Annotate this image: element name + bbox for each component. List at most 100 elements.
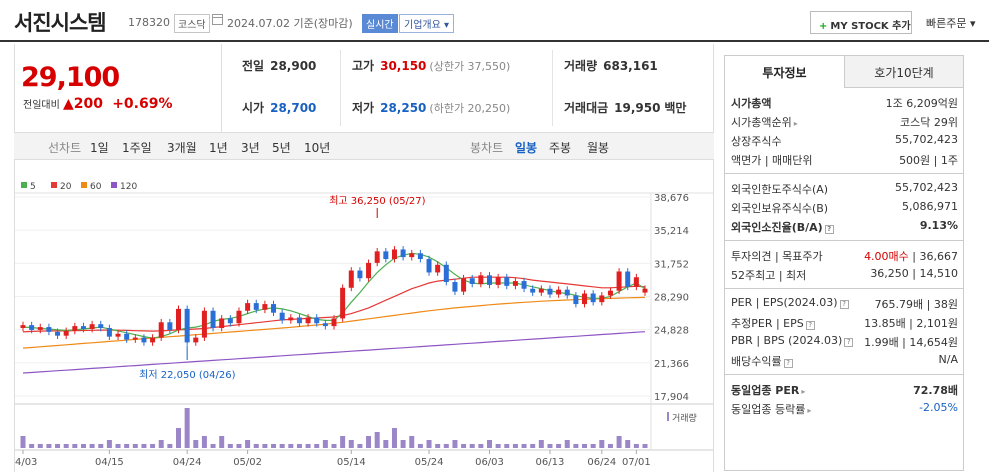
candle-body <box>391 249 397 260</box>
candle-body <box>556 289 562 295</box>
row-dividend: 배당수익률? N/A <box>725 350 963 369</box>
foreign-ratio-text: 외국인소진율(B/A) <box>731 221 823 234</box>
price-change: 전일대비 ▲200 +0.69% <box>23 96 173 112</box>
row-opinion: 투자의견 | 목표주가 4.00매수 | 36,667 <box>725 245 963 264</box>
price-chart[interactable]: 5 20 60 120 38,676 35,214 31,752 28,290 24,828 21… <box>9 160 714 472</box>
candle-body <box>98 324 104 329</box>
volume-bar <box>495 444 501 448</box>
volume-bar <box>322 440 328 448</box>
industry-change-label: 동일업종 등락률 ▸ <box>731 401 811 417</box>
est-per-value: 13.85배 | 2,101원 <box>864 317 958 330</box>
volume-bar <box>383 440 389 448</box>
volume-value: 683,161 <box>603 59 658 73</box>
candle-body <box>582 293 588 305</box>
x-tick-label: 06/03 <box>475 457 504 468</box>
help-icon[interactable]: ? <box>844 338 854 347</box>
per-label: PER | EPS(2024.03)? <box>731 296 849 309</box>
industry-per-label: 동일업종 PER ▸ <box>731 382 805 398</box>
chevron-down-icon: ▾ <box>444 20 450 31</box>
candle-body <box>374 251 380 263</box>
quote-table: 전일 28,900 시가 28,700 고가 30,150 (상한가 37,550) 저… <box>222 44 714 132</box>
quote-high: 고가 30,150 (상한가 37,550) <box>352 57 510 74</box>
quote-amount: 거래대금 19,950 백만 <box>564 99 686 116</box>
volume-bar <box>279 444 285 448</box>
amount-value: 19,950 <box>614 101 661 115</box>
candle-body <box>253 303 259 310</box>
volume-bar <box>435 444 441 448</box>
ma120-line <box>22 331 646 374</box>
amount-unit: 백만 <box>664 101 687 115</box>
volume-bar <box>63 444 69 448</box>
y-tick-label: 24,828 <box>654 326 689 337</box>
candle-body <box>443 264 449 283</box>
candle-body <box>478 275 484 284</box>
volume-bar <box>461 444 467 448</box>
candle-body <box>331 318 337 327</box>
candle-weekly[interactable]: 주봉 <box>549 141 572 155</box>
help-icon[interactable]: ? <box>783 359 793 368</box>
volume-bar <box>469 444 475 448</box>
candle-body <box>435 264 441 273</box>
candle-daily[interactable]: 일봉 <box>515 141 538 155</box>
quote-low: 저가 28,250 (하한가 20,250) <box>352 99 510 116</box>
volume-bar <box>409 436 415 448</box>
candle-body <box>461 278 467 292</box>
period-1y[interactable]: 1년 <box>209 141 228 155</box>
help-icon[interactable]: ? <box>824 225 834 234</box>
period-10y[interactable]: 10년 <box>304 141 331 155</box>
volume-bar <box>72 444 78 448</box>
candle-body <box>366 262 372 279</box>
52w-label: 52주최고 | 최저 <box>731 269 807 282</box>
period-1w[interactable]: 1주일 <box>122 141 152 155</box>
period-1d[interactable]: 1일 <box>90 141 109 155</box>
candle-body <box>20 325 26 329</box>
volume-bar <box>391 428 397 448</box>
volume-bar <box>132 444 138 448</box>
candle-body <box>573 295 579 305</box>
volume-bar <box>340 436 346 448</box>
candle-chart-label: 봉차트 <box>470 141 504 155</box>
company-overview-dropdown[interactable]: 기업개요 ▾ <box>399 14 455 33</box>
period-5y[interactable]: 5년 <box>272 141 291 155</box>
row-foreign-limit: 외국인한도주식수(A) 55,702,423 <box>725 178 963 197</box>
volume-bar <box>219 436 225 448</box>
opinion-rating: 4.00매수 <box>864 250 909 263</box>
candle-body <box>288 317 294 321</box>
tab-orderbook[interactable]: 호가10단계 <box>844 56 963 88</box>
legend-label: 20 <box>60 182 72 192</box>
low-value: 28,250 <box>380 101 427 115</box>
pbr-text: PBR | BPS (2024.03) <box>731 334 843 347</box>
realtime-button[interactable]: 실시간 <box>362 14 398 33</box>
candle-body <box>305 317 311 324</box>
plus-icon: + <box>819 21 828 32</box>
candle-body <box>115 333 121 337</box>
y-tick-label: 38,676 <box>654 193 689 204</box>
pbr-value: 1.99배 | 14,654원 <box>864 336 958 349</box>
row-industry-per: 동일업종 PER ▸ 72.78배 <box>725 379 963 398</box>
volume-bar <box>582 444 588 448</box>
volume-bar <box>314 444 320 448</box>
cap-rank-value: 코스닥 29위 <box>900 116 958 129</box>
volume-bar <box>253 444 259 448</box>
candle-body <box>63 330 69 336</box>
quick-order-button[interactable]: 빠른주문 ▾ <box>926 15 976 31</box>
volume-bar <box>210 444 216 448</box>
volume-bar <box>184 408 190 448</box>
candle-monthly[interactable]: 월봉 <box>587 141 610 155</box>
candle-body <box>383 251 389 260</box>
divider <box>552 50 553 126</box>
invest-tabs: 투자정보 호가10단계 <box>725 56 963 88</box>
volume-bar <box>547 444 553 448</box>
help-icon[interactable]: ? <box>805 321 815 330</box>
period-3y[interactable]: 3년 <box>241 141 260 155</box>
mystock-add-button[interactable]: + MY STOCK 추가 <box>810 11 912 34</box>
volume-bar <box>599 440 605 448</box>
period-3m[interactable]: 3개월 <box>167 141 197 155</box>
y-tick-label: 31,752 <box>654 259 689 270</box>
x-tick-label: 04/03 <box>15 457 37 468</box>
volume-bar <box>642 444 648 448</box>
help-icon[interactable]: ? <box>839 300 849 309</box>
volume-bar <box>616 436 622 448</box>
tab-invest-info[interactable]: 투자정보 <box>725 56 844 88</box>
open-label: 시가 <box>242 101 265 115</box>
